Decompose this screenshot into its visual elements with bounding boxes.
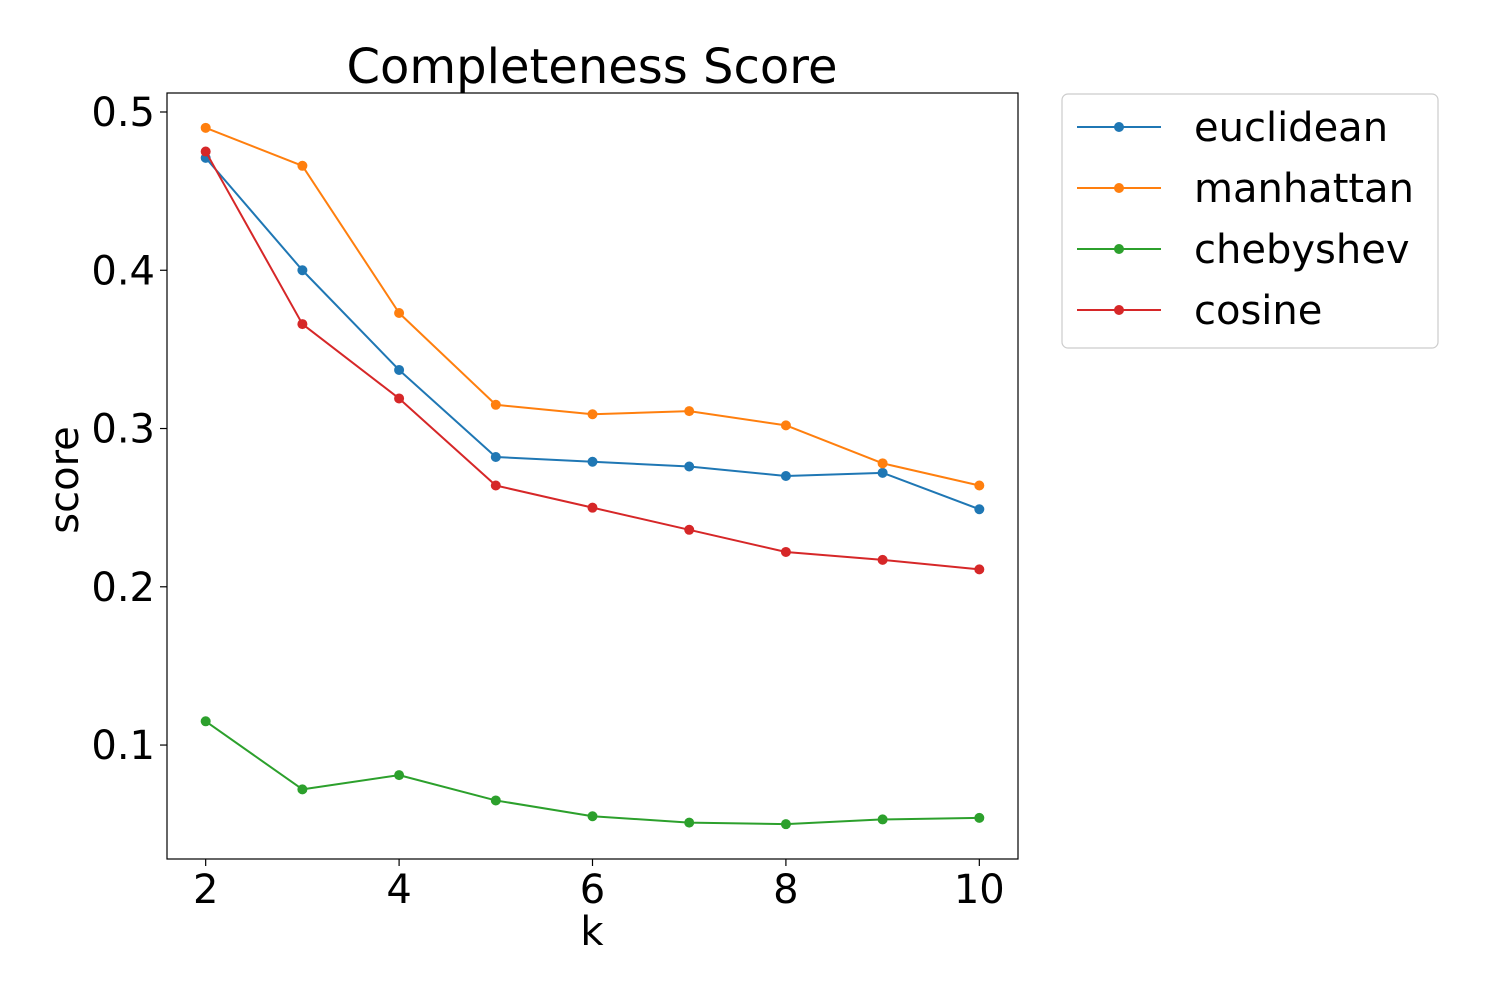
- data-point-cosine: [200, 146, 211, 157]
- legend-frame: [1061, 93, 1439, 349]
- data-point-cosine: [490, 480, 501, 491]
- data-point-cosine: [877, 554, 888, 565]
- data-point-chebyshev: [490, 795, 501, 806]
- x-tick-label: 10: [954, 867, 1005, 913]
- y-tick-label: 0.5: [91, 90, 155, 136]
- data-point-cosine: [587, 502, 598, 513]
- series-line-manhattan: [205, 126, 980, 487]
- series-manhattan: [200, 122, 985, 491]
- data-point-cosine: [297, 319, 308, 330]
- series-line-chebyshev: [205, 720, 980, 826]
- data-point-manhattan: [587, 409, 598, 420]
- data-point-cosine: [394, 393, 405, 404]
- data-point-manhattan: [490, 399, 501, 410]
- data-point-euclidean: [297, 265, 308, 276]
- legend-label-chebyshev: chebyshev: [1194, 227, 1410, 273]
- data-point-manhattan: [780, 420, 791, 431]
- x-axis-label: k: [580, 909, 604, 955]
- data-point-chebyshev: [780, 819, 791, 830]
- data-point-euclidean: [684, 461, 695, 472]
- series-layer: [200, 122, 985, 830]
- y-axis-label: score: [42, 426, 88, 533]
- data-point-cosine: [780, 546, 791, 557]
- legend: euclidean manhattan chebyshev cosine: [1061, 93, 1439, 349]
- data-point-manhattan: [394, 307, 405, 318]
- legend-marker-manhattan: [1114, 183, 1124, 193]
- data-point-chebyshev: [684, 817, 695, 828]
- data-point-euclidean: [490, 452, 501, 463]
- data-point-manhattan: [974, 480, 985, 491]
- data-point-manhattan: [297, 160, 308, 171]
- y-tick-label: 0.3: [91, 407, 155, 453]
- data-point-chebyshev: [974, 812, 985, 823]
- legend-marker-chebyshev: [1114, 244, 1124, 254]
- chart-title: Completeness Score: [347, 39, 838, 95]
- data-point-chebyshev: [394, 770, 405, 781]
- data-point-manhattan: [877, 458, 888, 469]
- legend-label-euclidean: euclidean: [1194, 105, 1388, 151]
- y-tick-label: 0.1: [91, 723, 155, 769]
- legend-item-chebyshev: chebyshev: [1077, 227, 1410, 273]
- legend-item-euclidean: euclidean: [1077, 105, 1388, 151]
- series-euclidean: [200, 152, 985, 515]
- legend-marker-cosine: [1114, 305, 1124, 315]
- legend-label-manhattan: manhattan: [1194, 166, 1414, 212]
- data-point-cosine: [974, 564, 985, 575]
- x-axis: 2 4 6 8 10: [193, 859, 1005, 913]
- data-point-euclidean: [974, 504, 985, 515]
- data-point-euclidean: [780, 471, 791, 481]
- x-tick-label: 2: [193, 867, 218, 913]
- legend-item-manhattan: manhattan: [1077, 166, 1414, 212]
- series-cosine: [200, 146, 985, 575]
- data-point-euclidean: [394, 364, 405, 375]
- legend-label-cosine: cosine: [1194, 288, 1322, 334]
- data-point-chebyshev: [200, 716, 211, 727]
- data-point-cosine: [684, 524, 695, 535]
- series-chebyshev: [200, 716, 985, 830]
- data-point-euclidean: [587, 456, 598, 467]
- legend-item-cosine: cosine: [1077, 288, 1322, 334]
- data-point-chebyshev: [297, 784, 308, 795]
- data-point-manhattan: [684, 406, 695, 417]
- data-point-chebyshev: [587, 811, 598, 822]
- x-tick-label: 6: [580, 867, 605, 913]
- x-tick-label: 8: [773, 867, 798, 913]
- legend-marker-euclidean: [1114, 122, 1124, 132]
- y-axis: 0.1 0.2 0.3 0.4 0.5: [91, 90, 167, 769]
- data-point-euclidean: [877, 467, 888, 478]
- x-tick-label: 4: [386, 867, 411, 913]
- data-point-chebyshev: [877, 814, 888, 825]
- y-tick-label: 0.4: [91, 248, 155, 294]
- data-point-manhattan: [200, 122, 211, 133]
- y-tick-label: 0.2: [91, 565, 155, 611]
